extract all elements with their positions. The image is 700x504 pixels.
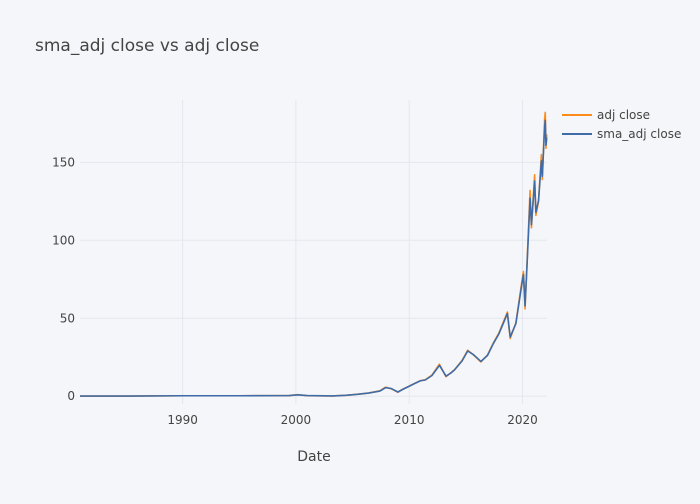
y-tick-label: 0 [67,389,75,403]
y-tick-label: 50 [60,311,75,325]
series-line-sma-adj-close [80,119,548,397]
x-tick-labels: 1990 2000 2010 2020 [167,413,537,427]
legend: adj close sma_adj close [562,108,681,141]
x-tick-label: 2000 [281,413,312,427]
legend-label: sma_adj close [597,127,681,141]
y-tick-label: 150 [52,155,75,169]
y-tick-labels: 0 50 100 150 [52,155,75,403]
x-axis-title: Date [297,449,330,465]
chart-title: sma_adj close vs adj close [35,36,259,56]
series-lines [80,111,548,397]
x-tick-label: 2010 [394,413,425,427]
x-tick-label: 2020 [507,413,538,427]
legend-label: adj close [597,108,650,122]
x-tick-label: 1990 [167,413,198,427]
y-tick-label: 100 [52,233,75,247]
